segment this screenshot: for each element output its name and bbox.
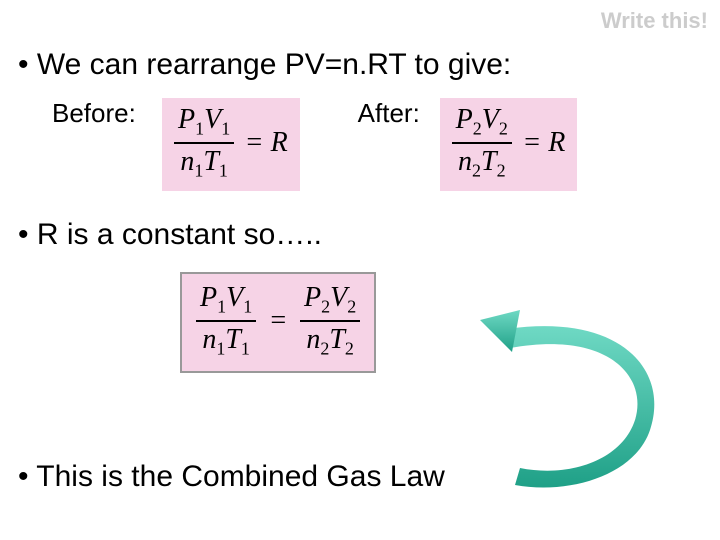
equation-before: P1V1 n1T1 = R <box>162 98 300 191</box>
before-after-row: Before: P1V1 n1T1 = R After: P2V2 n2T2 =… <box>52 98 672 191</box>
write-this-label: Write this! <box>601 8 708 34</box>
bullet-combined-gas-law: • This is the Combined Gas Law <box>18 460 445 494</box>
curved-arrow-icon <box>440 300 680 500</box>
combined-equation-box: P1V1 n1T1 = P2V2 n2T2 <box>180 272 376 373</box>
bullet-rearrange: • We can rearrange PV=n.RT to give: <box>18 48 511 82</box>
fraction-final-right: P2V2 n2T2 <box>300 282 360 359</box>
bullet-r-constant: • R is a constant so….. <box>18 218 322 252</box>
equals-r-before: = R <box>245 127 288 158</box>
after-label: After: <box>358 98 430 129</box>
equals-r-after: = R <box>522 127 565 158</box>
fraction-before: P1V1 n1T1 <box>174 104 234 181</box>
equation-after: P2V2 n2T2 = R <box>440 98 578 191</box>
fraction-after: P2V2 n2T2 <box>452 104 512 181</box>
fraction-final-left: P1V1 n1T1 <box>196 282 256 359</box>
equals-sign: = <box>269 305 288 336</box>
before-label: Before: <box>52 98 152 129</box>
